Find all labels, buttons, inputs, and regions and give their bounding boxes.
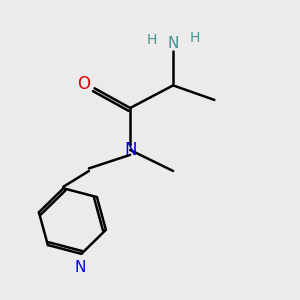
Text: N: N	[74, 260, 85, 275]
Text: H: H	[189, 31, 200, 45]
Text: N: N	[124, 141, 136, 159]
Text: N: N	[167, 36, 179, 51]
Text: H: H	[146, 33, 157, 47]
Text: O: O	[77, 75, 91, 93]
